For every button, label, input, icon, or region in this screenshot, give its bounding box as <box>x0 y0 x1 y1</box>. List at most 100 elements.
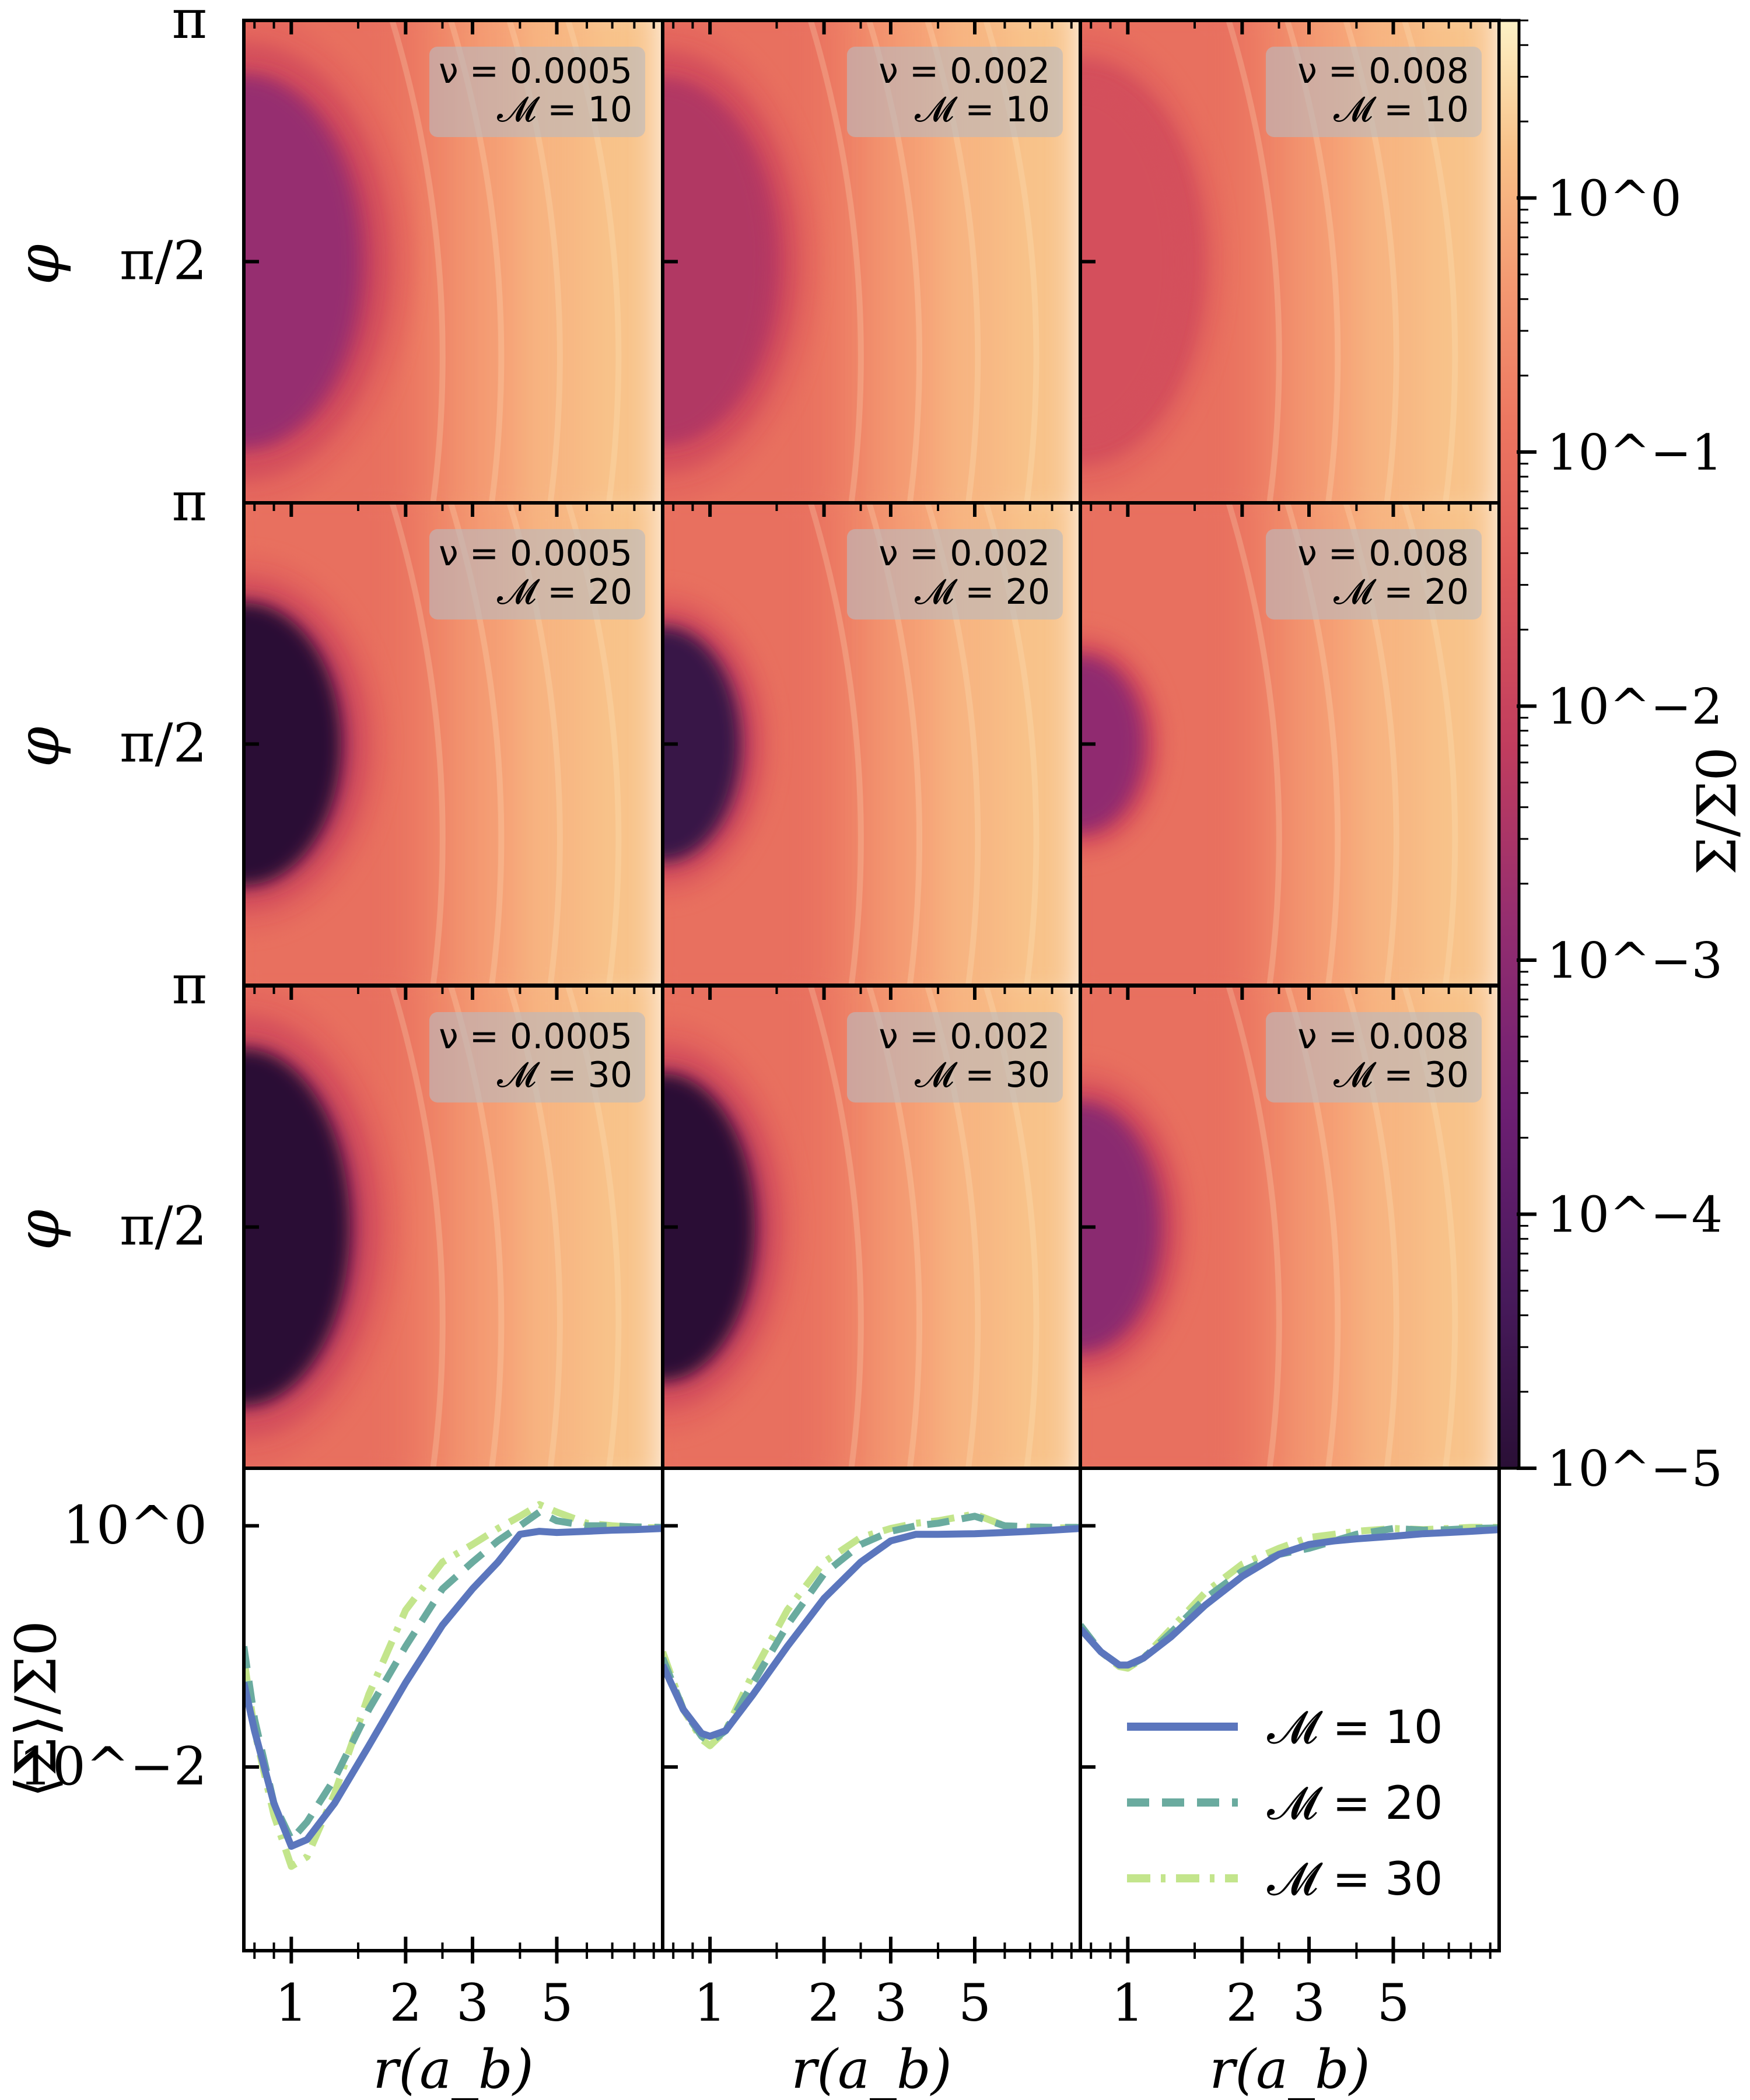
axis-labels: π π/2 φ π π/2 φ π π/2 φ 10^0 10^−2⟨Σ⟩/Σ0 <box>4 0 207 1798</box>
colorbar-gradient <box>1497 19 1521 1470</box>
spiral-streamer <box>1226 986 1282 1468</box>
viscosity-label: ν = 0.008 <box>1297 533 1469 574</box>
annotation-box <box>429 1012 645 1102</box>
viscosity-label: ν = 0.0005 <box>439 1016 632 1057</box>
spiral-streamer <box>1226 503 1282 985</box>
profile-panel: 1 2 3 5r(a_b) <box>242 1466 664 2100</box>
cavity-core <box>1080 658 1140 830</box>
mach-label: 𝓜 = 10 <box>915 89 1050 130</box>
profile-y-axis-label: ⟨Σ⟩/Σ0 <box>4 1620 69 1798</box>
x-tick-label: 3 <box>1293 1973 1325 2033</box>
x-tick-label: 5 <box>958 1973 991 2033</box>
x-axis-label: r(a_b) <box>1209 2038 1370 2100</box>
profile-plots: 1 2 3 5r(a_b)1 2 3 5r(a_b)1 2 3 5r(a_b)𝓜 = 10𝓜 = … <box>242 1466 1501 2100</box>
legend-entry: 𝓜 = 10 <box>1267 1702 1443 1754</box>
viscosity-label: ν = 0.008 <box>1297 51 1469 92</box>
viscosity-label: ν = 0.002 <box>878 51 1050 92</box>
profile-bg <box>244 1468 663 1951</box>
y-tick-label: π <box>172 471 207 533</box>
annotation-box <box>429 529 645 620</box>
mach-label: 𝓜 = 10 <box>497 89 632 130</box>
cavity-core <box>663 1073 755 1381</box>
y-tick-label: π <box>172 0 207 51</box>
profile-series-line <box>244 1501 663 1870</box>
spiral-streamer <box>389 503 446 985</box>
legend-entry: 𝓜 = 30 <box>1267 1853 1443 1906</box>
x-tick-label: 5 <box>1377 1973 1409 2033</box>
y-tick-label: π/2 <box>120 1195 207 1258</box>
x-tick-label: 3 <box>874 1973 907 2033</box>
colorbar-tick-label: 10^−3 <box>1547 932 1723 989</box>
spiral-streamer <box>807 20 864 503</box>
panel-content <box>663 986 1080 1468</box>
y-tick-label: π/2 <box>120 230 207 292</box>
profile-series-line <box>244 1525 663 1850</box>
y-tick-label: π <box>172 954 207 1016</box>
annotation-box <box>847 47 1063 137</box>
annotation-box <box>1266 529 1482 620</box>
mach-label: 𝓜 = 20 <box>1334 572 1469 612</box>
panel-content <box>1080 20 1499 503</box>
annotation-box <box>1266 1012 1482 1102</box>
profile-lines <box>1080 1524 1499 1672</box>
profile-panel: 1 2 3 5r(a_b) <box>661 1466 1082 2100</box>
annotation-box <box>847 529 1063 620</box>
mach-label: 𝓜 = 20 <box>915 572 1050 612</box>
mach-label: 𝓜 = 30 <box>915 1055 1050 1096</box>
colorbar-tick-label: 10^−5 <box>1547 1440 1723 1497</box>
cavity-core <box>244 603 341 886</box>
viscosity-label: ν = 0.002 <box>878 533 1050 574</box>
profile-panel: 1 2 3 5r(a_b) <box>1079 1466 1501 2100</box>
cavity-core <box>1080 1104 1158 1350</box>
profile-series-line <box>663 1513 1080 1746</box>
y-axis-label: φ <box>4 726 72 767</box>
x-axis-label: r(a_b) <box>791 2038 952 2100</box>
y-axis-label: φ <box>4 244 72 285</box>
viscosity-label: ν = 0.0005 <box>439 533 632 574</box>
profile-series-line <box>663 1525 1080 1740</box>
colorbar-tick-label: 10^−4 <box>1547 1186 1723 1243</box>
viscosity-label: ν = 0.002 <box>878 1016 1050 1057</box>
mach-label: 𝓜 = 10 <box>1334 89 1469 130</box>
legend-entry: 𝓜 = 20 <box>1267 1777 1443 1830</box>
spiral-streamer <box>389 20 446 503</box>
colorbar-tick-label: 10^−1 <box>1547 424 1723 481</box>
profile-y-tick-label: 10^−2 <box>19 1736 207 1797</box>
panel-content <box>663 503 1080 985</box>
cavity-core <box>663 83 769 440</box>
x-tick-label: 1 <box>694 1973 726 2033</box>
x-tick-label: 1 <box>1111 1973 1144 2033</box>
colorbar-tick-label: 10^0 <box>1547 170 1682 227</box>
profile-series-line <box>1080 1526 1499 1669</box>
mach-label: 𝓜 = 30 <box>497 1055 632 1096</box>
y-axis-label: φ <box>4 1209 72 1250</box>
cavity-core <box>244 77 359 446</box>
viscosity-label: ν = 0.008 <box>1297 1016 1469 1057</box>
x-tick-label: 5 <box>540 1973 573 2033</box>
annotation-box <box>847 1012 1063 1102</box>
spiral-streamer <box>807 503 864 985</box>
mach-label: 𝓜 = 20 <box>497 572 632 612</box>
mach-label: 𝓜 = 30 <box>1334 1055 1469 1096</box>
colorbar: 10^0 10^−1 10^−2 10^−3 10^−4 10^−5 Σ/Σ0 <box>1497 19 1748 1497</box>
y-tick-label: π/2 <box>120 712 207 775</box>
x-tick-label: 3 <box>456 1973 489 2033</box>
annotation-box <box>429 47 645 137</box>
profile-lines <box>244 1501 663 1870</box>
profile-frame <box>1079 1466 1501 1952</box>
cavity-core <box>244 1049 351 1405</box>
x-tick-label: 2 <box>808 1973 841 2033</box>
annotation-box <box>1266 47 1482 137</box>
cavity-core <box>1080 89 1178 434</box>
profile-y-tick-label: 10^0 <box>63 1495 207 1556</box>
colorbar-label: Σ/Σ0 <box>1686 747 1748 875</box>
